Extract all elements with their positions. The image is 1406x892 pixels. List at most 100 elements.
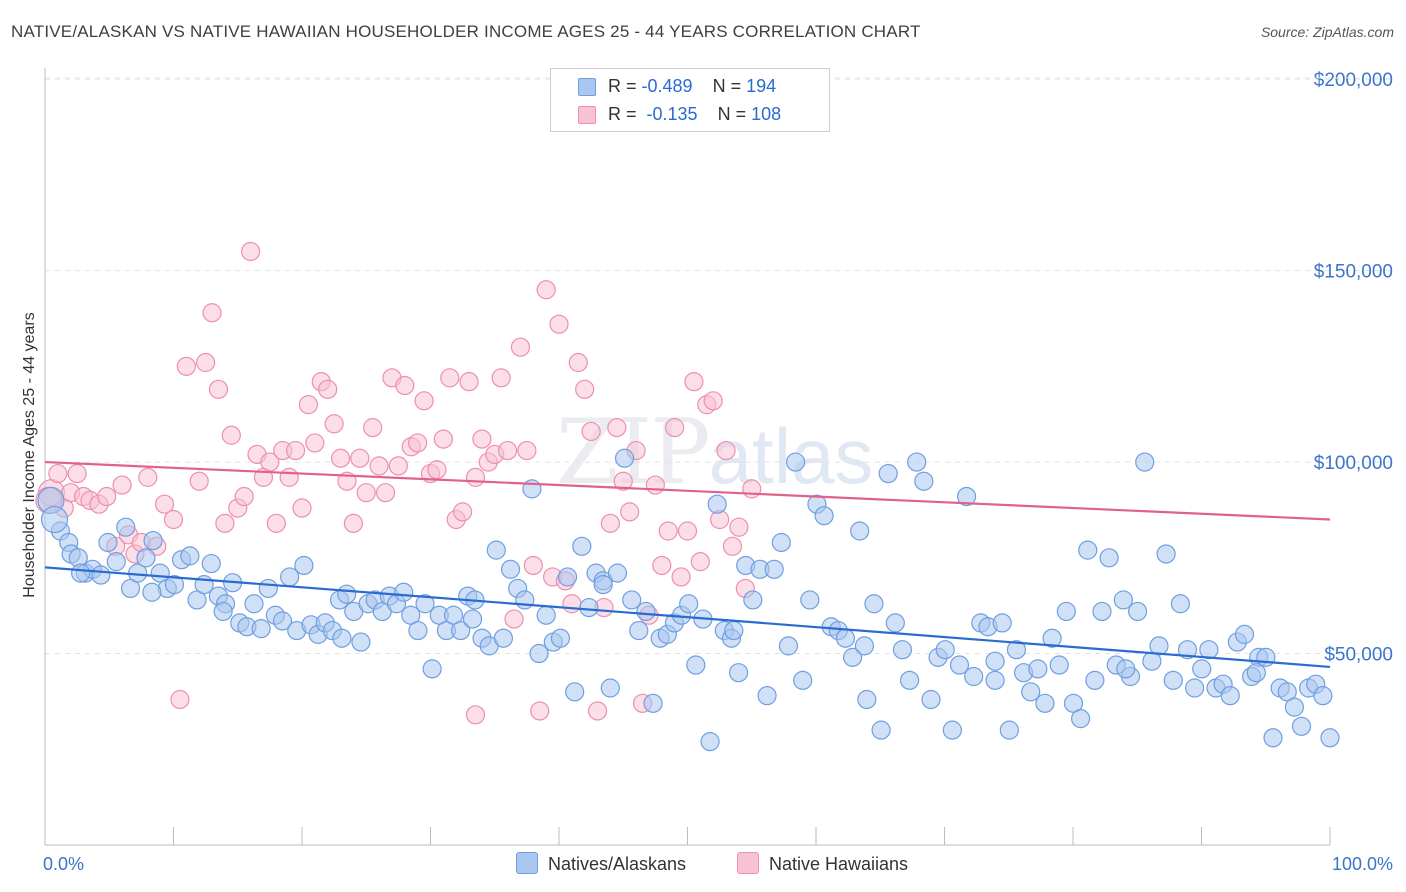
y-axis-label: Householder Income Ages 25 - 44 years [21, 312, 38, 598]
natives-point-174 [1284, 697, 1304, 717]
natives-point-103 [778, 636, 799, 656]
natives-point-73 [565, 682, 585, 702]
natives-point-134 [999, 720, 1019, 740]
legend-swatch-natives [578, 78, 596, 96]
natives-point-115 [864, 594, 884, 614]
natives-point-69 [536, 605, 556, 625]
natives-point-129 [964, 666, 984, 687]
natives-point-139 [1035, 693, 1055, 713]
hawaiians-point-85 [613, 471, 633, 491]
natives-point-182 [142, 582, 162, 602]
hawaiians-point-61 [459, 372, 479, 392]
natives-point-156 [1156, 544, 1176, 564]
natives-point-8 [98, 532, 118, 553]
natives-point-104 [785, 452, 806, 472]
hawaiians-point-56 [427, 460, 447, 480]
natives-point-126 [942, 720, 962, 740]
natives-point-190 [1116, 659, 1136, 679]
hawaiians-point-18 [176, 356, 196, 376]
hawaiians-point-46 [363, 418, 383, 438]
natives-point-181 [71, 563, 91, 583]
natives-point-62 [486, 540, 506, 560]
hawaiians-point-72 [530, 701, 550, 721]
natives-point-49 [394, 582, 414, 602]
hawaiians-point-63 [472, 429, 492, 449]
legend-r-value-2: -0.135 [646, 104, 698, 124]
natives-point-105 [793, 670, 813, 690]
natives-point-140 [1042, 628, 1062, 648]
legend-n-value-2: 108 [751, 104, 782, 124]
hawaiians-point-70 [517, 440, 537, 461]
natives-point-32 [272, 611, 293, 631]
hawaiians-point-13 [138, 467, 158, 487]
bottom-legend-label-hawaiians: Native Hawaiians [769, 854, 909, 874]
hawaiians-point-53 [408, 433, 428, 453]
natives-point-183 [213, 601, 233, 622]
natives-point-121 [907, 452, 927, 472]
natives-point-150 [1113, 590, 1133, 610]
hawaiians-point-57 [433, 429, 453, 449]
natives-point-74 [572, 536, 592, 556]
hawaiians-point-71 [523, 555, 543, 576]
stats-legend: R = -0.489 N = 194 R = -0.135 N = 108 [550, 68, 830, 132]
natives-point-106 [800, 590, 820, 610]
natives-point-180 [40, 505, 69, 534]
natives-point-19 [180, 546, 200, 566]
natives-point-137 [1021, 682, 1041, 702]
hawaiians-point-50 [388, 456, 408, 476]
natives-point-158 [1170, 594, 1190, 614]
natives-point-162 [1199, 640, 1219, 660]
hawaiians-point-73 [536, 280, 556, 300]
hawaiians-point-93 [665, 418, 685, 438]
natives-point-22 [201, 553, 221, 574]
hawaiians-point-40 [324, 414, 344, 434]
natives-point-119 [892, 640, 913, 660]
natives-point-13 [136, 548, 156, 568]
natives-point-63 [493, 628, 514, 648]
natives-point-9 [106, 552, 126, 572]
natives-point-113 [850, 521, 870, 541]
hawaiians-point-22 [208, 379, 229, 399]
hawaiians-point-101 [716, 440, 736, 461]
hawaiians-point-27 [241, 241, 261, 262]
bottom-legend-swatch-hawaiians [737, 852, 759, 874]
hawaiians-point-48 [375, 483, 396, 503]
natives-point-171 [1263, 728, 1283, 748]
hawaiians-point-24 [221, 425, 241, 445]
natives-point-71 [550, 628, 571, 648]
hawaiians-point-108 [465, 705, 486, 725]
x-tick-label-min: 0.0% [43, 854, 84, 874]
hawaiians-point-58 [440, 368, 460, 388]
hawaiians-point-94 [671, 567, 691, 587]
hawaiians-point-103 [729, 517, 749, 537]
hawaiians-point-95 [677, 521, 698, 541]
natives-point-135 [1006, 640, 1027, 660]
natives-point-52 [415, 594, 435, 614]
natives-point-112 [842, 647, 863, 667]
natives-point-157 [1163, 670, 1183, 690]
natives-point-79 [607, 563, 628, 583]
hawaiians-point-20 [196, 352, 216, 373]
natives-point-75 [579, 597, 599, 618]
hawaiians-point-99 [703, 391, 723, 411]
natives-point-118 [885, 613, 905, 633]
natives-point-185 [462, 609, 483, 629]
hawaiians-point-90 [645, 475, 665, 495]
legend-n-value-1: 194 [746, 76, 777, 96]
bottom-legend-natives: Natives/Alaskans [516, 852, 686, 875]
hawaiians-point-80 [581, 421, 601, 442]
natives-point-132 [985, 670, 1005, 690]
natives-point-122 [914, 471, 934, 491]
bottom-legend-swatch-natives [516, 852, 538, 874]
hawaiians-point-15 [154, 494, 175, 514]
legend-n-label-1: N = [712, 76, 747, 96]
natives-point-191 [1246, 663, 1266, 683]
hawaiians-point-4 [67, 463, 87, 484]
natives-point-57 [451, 620, 471, 641]
hawaiians-point-8 [97, 486, 117, 507]
natives-point-133 [992, 613, 1012, 633]
hawaiians-point-45 [356, 483, 376, 503]
hawaiians-point-102 [722, 536, 743, 556]
trend-line-natives [44, 566, 1331, 669]
natives-point-51 [408, 620, 428, 641]
